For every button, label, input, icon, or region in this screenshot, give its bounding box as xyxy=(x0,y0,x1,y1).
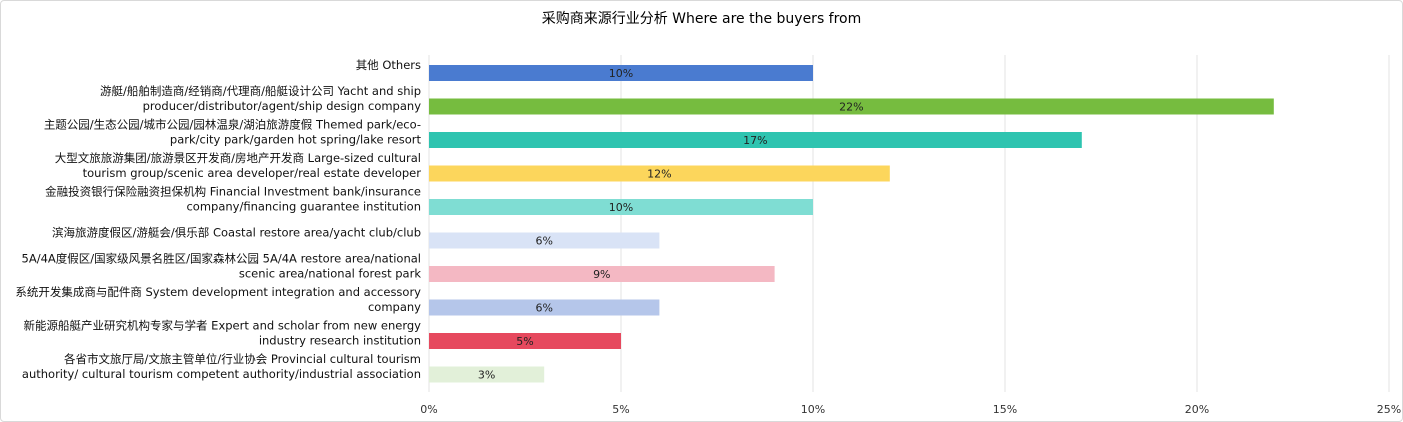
data-label: 10% xyxy=(609,201,633,214)
x-tick-label: 0% xyxy=(420,403,437,416)
category-label: 新能源船艇产业研究机构专家与学者 Expert and scholar from… xyxy=(24,319,422,333)
x-tick-label: 15% xyxy=(993,403,1017,416)
data-label: 5% xyxy=(516,335,533,348)
data-label: 6% xyxy=(535,235,552,248)
category-label: producer/distributor/agent/ship design c… xyxy=(143,99,422,113)
bar xyxy=(429,299,660,316)
x-tick-label: 5% xyxy=(612,403,629,416)
category-label: tourism group/scenic area developer/real… xyxy=(83,166,422,180)
bar xyxy=(429,165,890,182)
data-label: 3% xyxy=(478,369,495,382)
category-label: park/city park/garden hot spring/lake re… xyxy=(170,133,422,147)
category-label: 主题公园/生态公园/城市公园/园林温泉/湖泊旅游度假 Themed park/e… xyxy=(44,118,421,132)
chart-title: 采购商来源行业分析 Where are the buyers from xyxy=(541,11,862,27)
x-tick-label: 20% xyxy=(1185,403,1209,416)
category-label: 系统开发集成商与配件商 System development integrati… xyxy=(15,285,421,299)
category-label: 各省市文旅厅局/文旅主管单位/行业协会 Provincial cultural … xyxy=(64,352,421,366)
bar xyxy=(429,366,545,383)
category-label: 5A/4A度假区/国家级风景名胜区/国家森林公园 5A/4A restore a… xyxy=(22,252,421,266)
bar xyxy=(429,333,621,349)
category-label: company/financing guarantee institution xyxy=(186,200,421,214)
bar xyxy=(429,65,813,81)
bar xyxy=(429,232,660,249)
bar xyxy=(429,266,775,282)
data-label: 17% xyxy=(743,134,767,147)
data-label: 12% xyxy=(647,168,671,181)
x-tick-label: 10% xyxy=(801,403,825,416)
bar xyxy=(429,98,1274,115)
category-label: 滨海旅游度假区/游艇会/俱乐部 Coastal restore area/yac… xyxy=(52,226,421,240)
category-label: industry research institution xyxy=(259,334,421,348)
category-label: company xyxy=(368,300,421,314)
category-label: 大型文旅旅游集团/旅游景区开发商/房地产开发商 Large-sized cult… xyxy=(55,151,421,165)
data-label: 10% xyxy=(609,67,633,80)
data-label: 22% xyxy=(839,101,863,114)
category-label: 其他 Others xyxy=(356,58,421,72)
bar xyxy=(429,132,1082,148)
category-label: scenic area/national forest park xyxy=(239,267,421,281)
category-label: authority/ cultural tourism competent au… xyxy=(22,367,421,381)
category-label: 游艇/船舶制造商/经销商/代理商/船艇设计公司 Yacht and ship xyxy=(100,84,421,98)
x-tick-label: 25% xyxy=(1377,403,1401,416)
data-label: 9% xyxy=(593,268,610,281)
category-label: 金融投资银行保险融资担保机构 Financial Investment bank… xyxy=(45,185,421,199)
bar xyxy=(429,199,813,215)
data-label: 6% xyxy=(535,302,552,315)
